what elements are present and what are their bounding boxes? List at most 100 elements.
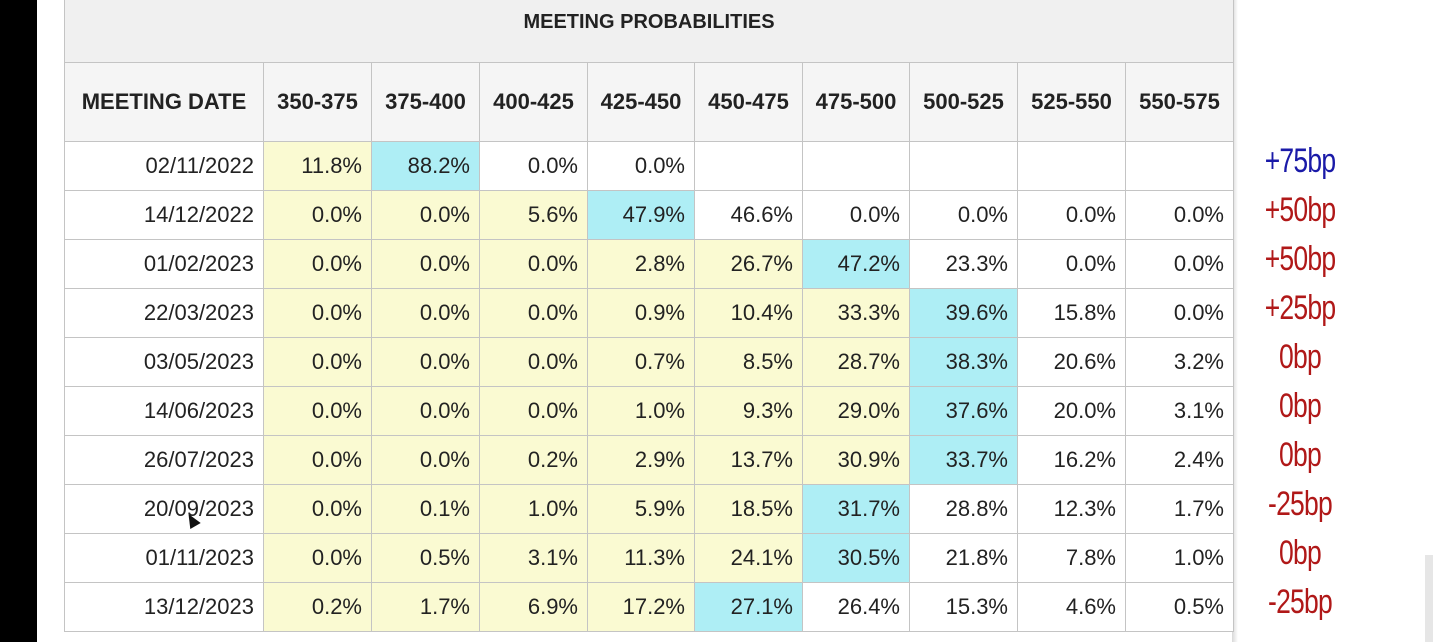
probability-cell: 33.3% <box>802 288 910 338</box>
probability-cell: 0.0% <box>479 386 588 436</box>
probability-cell: 0.0% <box>1017 239 1126 289</box>
probability-cell: 30.5% <box>802 533 910 583</box>
table-row: 02/11/2022 11.8% 88.2% 0.0% 0.0% <box>64 141 1234 191</box>
meeting-date-cell: 01/11/2023 <box>64 533 264 583</box>
probability-cell: 0.0% <box>1017 190 1126 240</box>
probability-cell: 10.4% <box>694 288 803 338</box>
column-header-range: 550-575 <box>1125 62 1234 142</box>
meeting-date-cell: 02/11/2022 <box>64 141 264 191</box>
right-edge-strip <box>1425 555 1433 642</box>
probability-cell: 46.6% <box>694 190 803 240</box>
column-header-range: 475-500 <box>802 62 910 142</box>
probability-cell: 0.0% <box>263 435 372 485</box>
probability-cell: 3.1% <box>1125 386 1234 436</box>
probability-cell: 88.2% <box>371 141 480 191</box>
rate-change-label: 0bp <box>1279 338 1322 376</box>
probability-cell: 20.6% <box>1017 337 1126 387</box>
table-row: 13/12/2023 0.2% 1.7% 6.9% 17.2% 27.1% 26.4% 15.… <box>64 582 1234 632</box>
table-row: 20/09/2023 0.0% 0.1% 1.0% 5.9% 18.5% 31.7% 28.8… <box>64 484 1234 534</box>
probability-cell: 0.0% <box>263 239 372 289</box>
meeting-probabilities-table: MEETING PROBABILITIES MEETING DATE 350-37… <box>64 0 1234 632</box>
probability-cell: 18.5% <box>694 484 803 534</box>
rate-change-label: -25bp <box>1268 583 1333 621</box>
rate-change-label: +50bp <box>1264 191 1336 229</box>
column-header-range: 425-450 <box>587 62 695 142</box>
probability-cell: 0.2% <box>263 582 372 632</box>
probability-cell: 0.0% <box>371 386 480 436</box>
table-body: 02/11/2022 11.8% 88.2% 0.0% 0.0% 14/12/2022 0.… <box>64 141 1234 632</box>
meeting-date-cell: 20/09/2023 <box>64 484 264 534</box>
probability-cell: 28.7% <box>802 337 910 387</box>
rate-change-label: +25bp <box>1264 289 1336 327</box>
probability-cell: 1.7% <box>371 582 480 632</box>
probability-cell: 17.2% <box>587 582 695 632</box>
probability-cell: 0.0% <box>1125 239 1234 289</box>
probability-cell: 2.4% <box>1125 435 1234 485</box>
table-row: 22/03/2023 0.0% 0.0% 0.0% 0.9% 10.4% 33.3% 39.6… <box>64 288 1234 338</box>
probability-cell: 20.0% <box>1017 386 1126 436</box>
rate-change-label: 0bp <box>1279 436 1322 474</box>
table-row: 01/02/2023 0.0% 0.0% 0.0% 2.8% 26.7% 47.2% 23.3… <box>64 239 1234 289</box>
probability-cell: 0.0% <box>263 533 372 583</box>
probability-cell: 1.0% <box>587 386 695 436</box>
probability-cell: 0.0% <box>479 141 588 191</box>
probability-cell: 30.9% <box>802 435 910 485</box>
meeting-date-cell: 13/12/2023 <box>64 582 264 632</box>
meeting-date-cell: 14/12/2022 <box>64 190 264 240</box>
rate-change-label: 0bp <box>1279 534 1322 572</box>
probability-cell: 28.8% <box>909 484 1018 534</box>
probability-cell: 6.9% <box>479 582 588 632</box>
column-header-meeting-date: MEETING DATE <box>64 62 264 142</box>
rate-change-label: +50bp <box>1264 240 1336 278</box>
table-row: 01/11/2023 0.0% 0.5% 3.1% 11.3% 24.1% 30.5% 21.… <box>64 533 1234 583</box>
probability-cell: 0.0% <box>1125 190 1234 240</box>
probability-cell: 8.5% <box>694 337 803 387</box>
probability-cell <box>1017 141 1126 191</box>
probability-cell: 3.1% <box>479 533 588 583</box>
probability-cell: 16.2% <box>1017 435 1126 485</box>
probability-cell: 0.0% <box>371 239 480 289</box>
rate-change-label: +75bp <box>1264 142 1336 180</box>
probability-cell: 27.1% <box>694 582 803 632</box>
probability-cell: 0.0% <box>263 386 372 436</box>
meeting-date-cell: 14/06/2023 <box>64 386 264 436</box>
probability-cell: 39.6% <box>909 288 1018 338</box>
probability-cell: 24.1% <box>694 533 803 583</box>
probability-cell: 47.9% <box>587 190 695 240</box>
probability-cell: 21.8% <box>909 533 1018 583</box>
probability-cell <box>694 141 803 191</box>
probability-cell: 0.0% <box>263 190 372 240</box>
probability-cell: 0.5% <box>1125 582 1234 632</box>
column-header-range: 500-525 <box>909 62 1018 142</box>
column-header-range: 525-550 <box>1017 62 1126 142</box>
probability-cell: 0.0% <box>371 337 480 387</box>
column-header-row: MEETING DATE 350-375 375-400 400-425 425-450… <box>64 62 1234 142</box>
table-title: MEETING PROBABILITIES <box>64 0 1234 63</box>
probability-cell: 11.3% <box>587 533 695 583</box>
column-header-range: 400-425 <box>479 62 588 142</box>
probability-cell: 0.7% <box>587 337 695 387</box>
probability-cell: 38.3% <box>909 337 1018 387</box>
probability-cell <box>909 141 1018 191</box>
probability-cell: 1.0% <box>479 484 588 534</box>
probability-cell: 13.7% <box>694 435 803 485</box>
probability-cell: 47.2% <box>802 239 910 289</box>
left-black-border <box>0 0 37 642</box>
probability-cell: 0.5% <box>371 533 480 583</box>
rate-change-label: 0bp <box>1279 387 1322 425</box>
probability-cell: 33.7% <box>909 435 1018 485</box>
probability-cell: 0.0% <box>587 141 695 191</box>
probability-cell: 0.1% <box>371 484 480 534</box>
table-row: 03/05/2023 0.0% 0.0% 0.0% 0.7% 8.5% 28.7% 38.3%… <box>64 337 1234 387</box>
table-row: 26/07/2023 0.0% 0.0% 0.2% 2.9% 13.7% 30.9% 33.7… <box>64 435 1234 485</box>
probability-cell: 0.0% <box>479 337 588 387</box>
probability-cell: 5.6% <box>479 190 588 240</box>
probability-cell: 15.8% <box>1017 288 1126 338</box>
probability-cell: 37.6% <box>909 386 1018 436</box>
probability-cell: 0.2% <box>479 435 588 485</box>
probability-cell <box>802 141 910 191</box>
meeting-date-cell: 26/07/2023 <box>64 435 264 485</box>
probability-cell: 0.0% <box>263 288 372 338</box>
probability-cell: 11.8% <box>263 141 372 191</box>
table-row: 14/06/2023 0.0% 0.0% 0.0% 1.0% 9.3% 29.0% 37.6%… <box>64 386 1234 436</box>
